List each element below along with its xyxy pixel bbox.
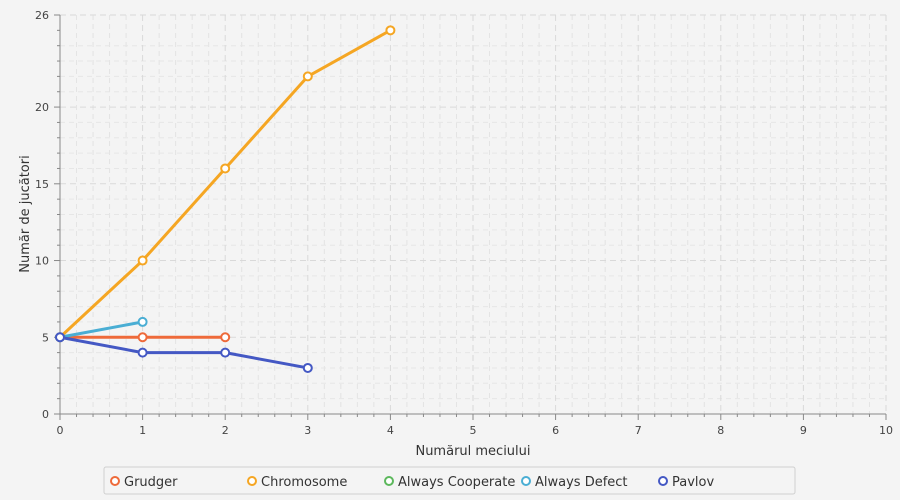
- y-tick-label: 26: [35, 9, 49, 22]
- data-point[interactable]: [55, 332, 65, 343]
- legend-item-label[interactable]: Pavlov: [672, 475, 714, 490]
- data-point[interactable]: [302, 362, 313, 373]
- x-tick-label: 0: [57, 424, 64, 437]
- x-tick-label: 2: [222, 424, 229, 437]
- x-tick-label: 9: [800, 424, 807, 437]
- data-point[interactable]: [137, 332, 148, 343]
- legend-marker: [247, 476, 257, 486]
- legend-item-label[interactable]: Grudger: [124, 475, 178, 490]
- legend-marker: [384, 476, 394, 486]
- x-tick-label: 7: [635, 424, 642, 437]
- x-tick-label: 8: [717, 424, 724, 437]
- x-tick-label: 6: [552, 424, 559, 437]
- data-point[interactable]: [137, 347, 148, 358]
- legend-item-label[interactable]: Chromosome: [261, 475, 347, 490]
- series-line: [58, 335, 310, 370]
- y-tick-label: 20: [35, 101, 49, 114]
- legend-marker: [521, 476, 531, 486]
- series-line: [58, 320, 145, 339]
- data-point[interactable]: [220, 163, 231, 174]
- y-axis-title: Număr de jucători: [18, 155, 33, 272]
- legend-item-label[interactable]: Always Cooperate: [398, 475, 515, 490]
- x-axis-title: Numărul meciului: [415, 444, 530, 459]
- y-tick-label: 10: [35, 255, 49, 268]
- x-tick-label: 4: [387, 424, 394, 437]
- data-point[interactable]: [302, 71, 313, 82]
- x-tick-label: 1: [139, 424, 146, 437]
- y-tick-label: 0: [42, 408, 49, 421]
- ticks: 0 1 2 3 4 5 6 7 8 9 10 0 5 10 15 20 26: [35, 9, 893, 437]
- legend: Grudger Chromosome Always Cooperate Always …: [103, 466, 796, 495]
- x-tick-label: 5: [470, 424, 477, 437]
- x-tick-label: 10: [879, 424, 893, 437]
- data-point[interactable]: [220, 347, 231, 358]
- x-tick-label: 3: [304, 424, 311, 437]
- y-tick-label: 15: [35, 178, 49, 191]
- legend-item-label[interactable]: Always Defect: [535, 475, 628, 490]
- y-tick-label: 5: [42, 331, 49, 344]
- data-point[interactable]: [137, 255, 148, 266]
- data-point[interactable]: [220, 332, 231, 343]
- legend-box: [103, 466, 796, 495]
- legend-marker: [110, 476, 120, 486]
- data-point[interactable]: [137, 316, 148, 327]
- legend-marker: [658, 476, 668, 486]
- series: [55, 25, 396, 373]
- data-point[interactable]: [385, 25, 396, 36]
